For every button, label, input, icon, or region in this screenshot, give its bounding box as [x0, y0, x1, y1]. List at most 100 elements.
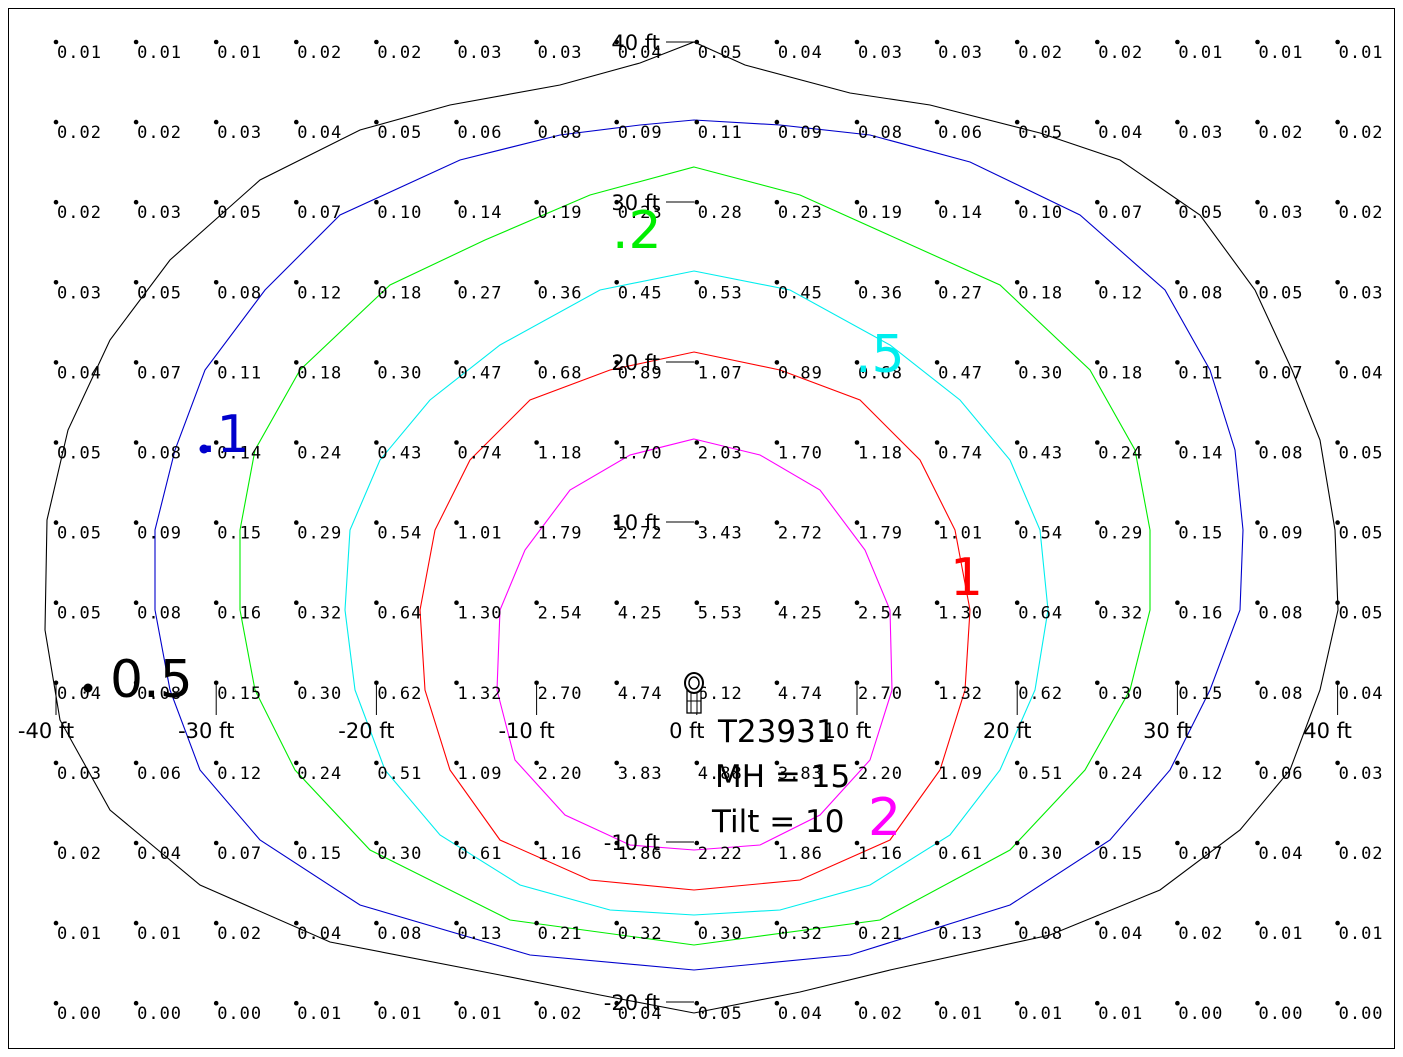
grid-point: [133, 119, 139, 125]
grid-value: 0.15: [217, 684, 262, 704]
grid-point: [53, 119, 59, 125]
grid-value: 0.05: [137, 283, 182, 303]
grid-point: [694, 840, 700, 846]
grid-point: [53, 840, 59, 846]
grid-value: 0.68: [858, 363, 903, 383]
fixture-model: T23931: [717, 714, 836, 750]
grid-point: [53, 280, 59, 285]
grid-point: [1014, 199, 1020, 205]
grid-point: [454, 280, 459, 285]
y-axis-label: 10 ft: [611, 511, 660, 535]
contour-label-0-2: .2: [612, 201, 662, 261]
y-axis-label: -20 ft: [604, 991, 660, 1015]
grid-value: 1.32: [938, 684, 983, 704]
grid-value: 0.03: [1339, 283, 1384, 303]
grid-point: [53, 600, 59, 605]
grid-value: 0.09: [137, 524, 182, 544]
grid-point: [774, 680, 780, 686]
grid-point: [1175, 199, 1180, 205]
grid-point: [854, 440, 860, 445]
grid-point: [294, 920, 299, 926]
x-axis-label: -30 ft: [178, 719, 234, 743]
grid-point: [53, 920, 59, 926]
grid-point: [1095, 920, 1100, 926]
grid-value: 0.01: [57, 43, 102, 63]
grid-value: 0.62: [1018, 684, 1063, 704]
grid-value: 0.08: [137, 444, 182, 464]
grid-point: [1095, 39, 1100, 45]
grid-point: [294, 840, 299, 846]
grid-value: 0.12: [1098, 283, 1143, 303]
grid-point: [1255, 680, 1260, 686]
grid-point: [854, 39, 860, 45]
grid-value: 0.54: [1018, 524, 1063, 544]
grid-value: 0.05: [217, 203, 262, 223]
grid-value: 0.11: [217, 363, 262, 383]
grid-value: 0.64: [377, 604, 422, 624]
grid-value: 0.53: [698, 283, 743, 303]
fixture-info: T23931 MH = 15 Tilt = 10: [711, 714, 850, 840]
grid-point: [1014, 119, 1020, 125]
grid-value: 0.07: [137, 363, 182, 383]
grid-value: 0.64: [1018, 604, 1063, 624]
grid-value: 1.09: [458, 764, 503, 784]
grid-point: [774, 520, 780, 525]
grid-value: 0.27: [938, 283, 983, 303]
grid-point: [1175, 600, 1180, 605]
grid-value: 4.74: [778, 684, 823, 704]
grid-value: 0.06: [938, 123, 983, 143]
grid-value: 0.02: [377, 43, 422, 63]
grid-value: 0.08: [538, 123, 583, 143]
grid-value: 0.18: [297, 363, 342, 383]
grid-point: [454, 600, 459, 605]
grid-value: 0.03: [217, 123, 262, 143]
grid-point: [534, 280, 539, 285]
grid-value: 0.14: [938, 203, 983, 223]
grid-value: 1.32: [458, 684, 503, 704]
grid-point: [854, 920, 860, 926]
grid-value: 2.54: [538, 604, 583, 624]
grid-value: 0.04: [1339, 363, 1384, 383]
contour-label-0-5: .5: [855, 325, 905, 385]
grid-point: [854, 1000, 860, 1006]
grid-value: 0.02: [858, 1004, 903, 1024]
grid-value: 0.04: [1098, 123, 1143, 143]
grid-value: 0.74: [938, 444, 983, 464]
grid-value: 0.61: [458, 844, 503, 864]
grid-value: 0.04: [778, 1004, 823, 1024]
grid-point: [454, 680, 459, 686]
grid-value: 0.47: [458, 363, 503, 383]
grid-point: [934, 520, 940, 525]
grid-point: [934, 680, 940, 686]
grid-value: 0.04: [137, 844, 182, 864]
grid-point: [294, 1000, 299, 1006]
grid-point: [854, 360, 860, 365]
contour-label-0-1: .1: [200, 405, 250, 465]
grid-value: 0.02: [57, 123, 102, 143]
grid-point: [1095, 199, 1100, 205]
grid-value: 0.06: [1259, 764, 1304, 784]
mounting-height: MH = 15: [715, 759, 850, 795]
grid-value: 0.18: [1098, 363, 1143, 383]
grid-value: 0.02: [297, 43, 342, 63]
grid-value: 0.24: [297, 764, 342, 784]
grid-value: 0.08: [137, 684, 182, 704]
grid-point: [374, 600, 379, 605]
grid-point: [694, 440, 700, 445]
grid-value: 0.00: [1339, 1004, 1384, 1024]
grid-value: 0.45: [618, 283, 663, 303]
grid-point: [454, 440, 459, 445]
grid-value: 0.14: [458, 203, 503, 223]
grid-point: [1014, 440, 1020, 445]
grid-value: 1.16: [858, 844, 903, 864]
grid-value: 0.01: [1259, 924, 1304, 944]
grid-value: 0.01: [1259, 43, 1304, 63]
grid-point: [213, 520, 219, 525]
grid-point: [454, 39, 459, 45]
grid-value: 0.62: [377, 684, 422, 704]
grid-point: [133, 1000, 139, 1006]
grid-value: 0.01: [57, 924, 102, 944]
grid-point: [294, 680, 299, 686]
grid-point: [694, 760, 700, 766]
